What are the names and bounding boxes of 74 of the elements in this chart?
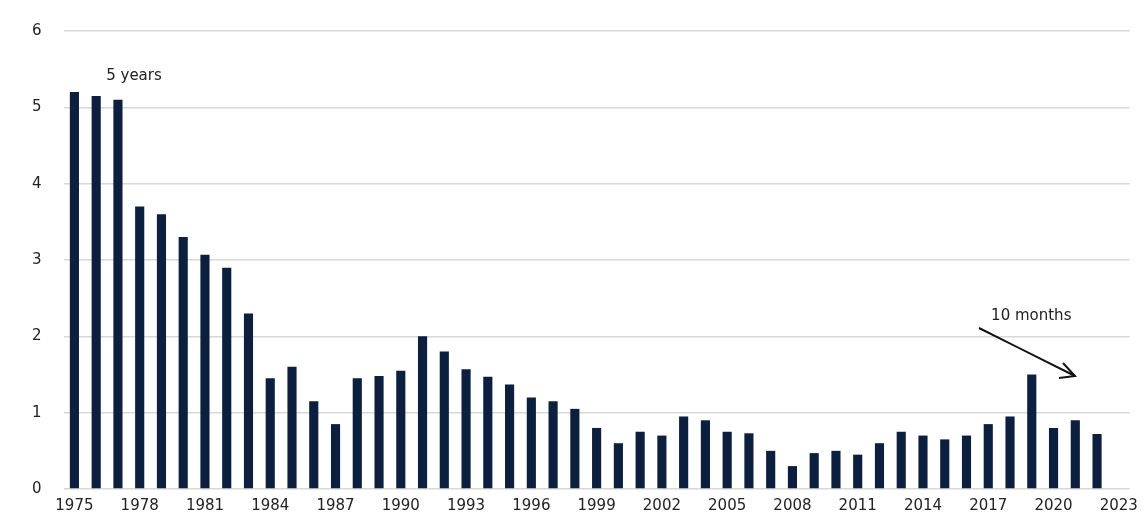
bar [874,443,885,489]
bar [1048,427,1059,489]
bar [744,433,754,489]
bar [1005,416,1015,489]
bar [69,92,79,489]
y-tick-label: 2 [32,326,42,345]
y-tick-label: 4 [32,173,42,192]
x-tick-label: 1978 [120,495,159,514]
bar [156,214,167,489]
x-tick-label: 1987 [316,495,355,514]
bar [1027,374,1037,489]
x-tick-label: 1993 [446,495,486,514]
bar [983,424,993,489]
bar [461,369,471,489]
bar [200,254,210,489]
bar [918,435,928,489]
y-tick-label: 6 [32,20,42,39]
x-tick-label: 1984 [251,495,290,514]
bar [178,237,188,489]
bar [1070,420,1080,489]
bar [352,378,362,489]
bar [135,206,145,489]
annotation: 5 years [106,65,162,84]
bar [635,431,645,489]
bar [113,99,123,489]
x-tick-label: 1999 [577,495,616,514]
bar [700,420,710,489]
x-tick-label: 2017 [969,495,1008,514]
bar [222,267,232,489]
x-tick-label: 1996 [512,495,551,514]
bar [940,439,950,489]
y-tick-label: 3 [32,249,42,268]
bar [483,376,493,489]
bar [287,366,297,489]
bar [505,384,515,489]
bar [526,397,536,489]
x-tick-label: 2011 [838,495,877,514]
bar [330,424,341,489]
bar [91,95,101,489]
bar [396,370,406,489]
bar [896,431,906,489]
bar [309,401,319,489]
bar [548,401,558,489]
bar [766,450,776,489]
bar [787,466,798,489]
x-tick-label: 1990 [381,495,420,514]
bar [265,378,275,489]
x-tick-label: 2008 [773,495,812,514]
bar [657,435,667,489]
bar [592,427,602,489]
x-tick-label: 2014 [903,495,943,514]
y-tick-label: 0 [32,478,42,497]
bar [439,351,449,489]
bar [853,454,863,489]
bar [722,431,732,489]
bar [243,313,254,489]
x-tick-label: 1981 [185,495,225,514]
x-tick-label: 1975 [55,495,94,514]
bar [1092,434,1102,489]
bar [809,453,819,489]
annotation: 10 months [991,305,1072,324]
bar [831,450,841,489]
x-tick-label: 2002 [642,495,681,514]
bar [417,336,428,489]
bar [679,416,689,489]
x-tick-label: 2005 [708,495,747,514]
bar [961,435,972,489]
bar [570,408,580,489]
x-tick-label: 2023 [1099,495,1138,514]
bar [613,443,623,489]
y-tick-label: 5 [32,97,42,116]
x-tick-label: 2020 [1034,495,1073,514]
y-tick-label: 1 [32,402,42,421]
bar [374,376,384,489]
